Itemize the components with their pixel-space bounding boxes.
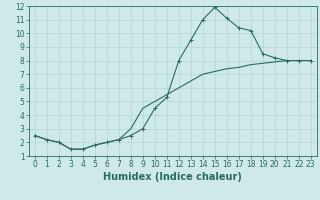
X-axis label: Humidex (Indice chaleur): Humidex (Indice chaleur) [103,172,242,182]
